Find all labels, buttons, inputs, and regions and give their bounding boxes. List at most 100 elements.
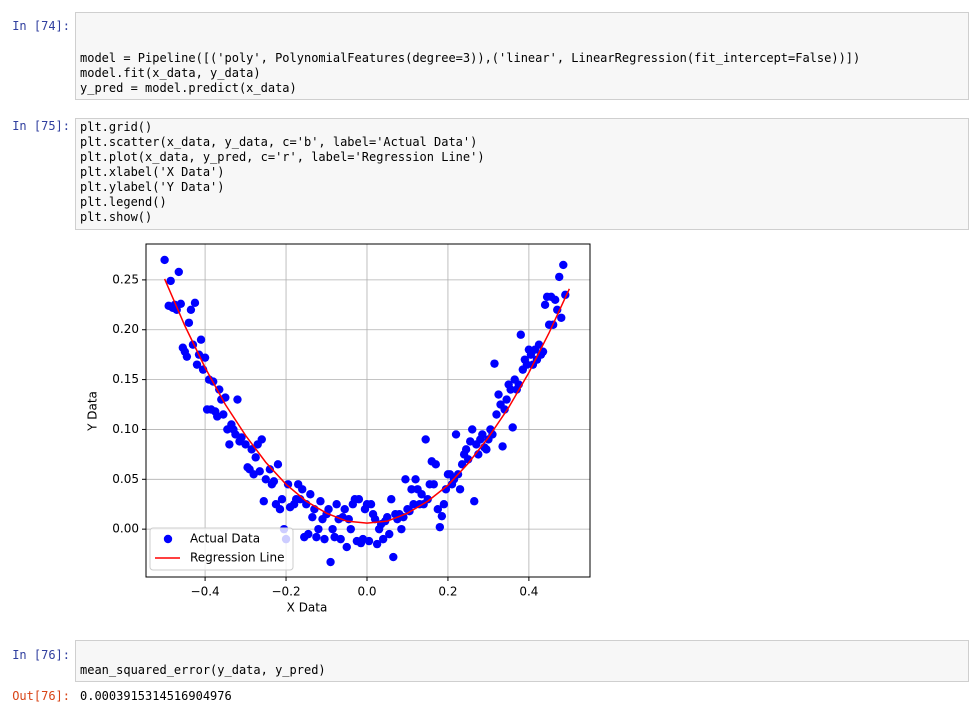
legend — [149, 527, 294, 571]
data-point — [387, 495, 396, 504]
data-point — [182, 352, 192, 361]
data-point — [470, 497, 479, 506]
data-point — [342, 542, 351, 552]
data-point — [522, 360, 532, 369]
data-point — [269, 477, 279, 486]
data-point — [401, 475, 410, 484]
data-point — [455, 485, 465, 494]
data-point — [516, 330, 525, 339]
legend-marker — [163, 534, 173, 544]
x-tick-label: −0.2 — [271, 585, 300, 599]
legend-label: Regression Line — [190, 551, 284, 565]
data-point — [407, 485, 416, 494]
data-point — [233, 395, 242, 404]
code-line: model = Pipeline([('poly', PolynomialFea… — [80, 51, 861, 65]
y-tick-label: 0.15 — [112, 372, 139, 386]
data-point — [320, 534, 329, 544]
data-point — [383, 512, 392, 522]
data-point — [298, 485, 307, 494]
data-point — [326, 557, 335, 567]
code-line: plt.legend() — [80, 195, 167, 209]
data-point — [273, 460, 283, 469]
data-point — [378, 534, 388, 544]
data-point — [429, 480, 438, 489]
x-axis-label: X Data — [287, 601, 328, 615]
data-point — [370, 514, 380, 524]
data-point — [219, 410, 228, 419]
data-point — [306, 490, 315, 499]
code-line: mean_squared_error(y_data, y_pred) — [80, 663, 326, 677]
data-point — [437, 511, 447, 521]
code-line: plt.xlabel('X Data') — [80, 165, 225, 179]
data-point — [316, 497, 325, 506]
data-point — [166, 276, 175, 286]
data-point — [275, 505, 285, 514]
data-point — [192, 360, 202, 369]
data-point — [555, 272, 564, 282]
data-point — [417, 490, 426, 499]
data-point — [559, 260, 568, 270]
plot-frame — [145, 243, 591, 578]
x-tick-label: 0.0 — [357, 585, 376, 599]
code-line: plt.plot(x_data, y_pred, c='r', label='R… — [80, 150, 485, 164]
data-point — [196, 335, 206, 344]
data-point — [259, 497, 268, 506]
y-tick-label: 0.05 — [112, 472, 139, 486]
data-point — [332, 500, 341, 509]
data-point — [241, 440, 250, 449]
data-point — [534, 340, 544, 349]
y-tick-label: 0.00 — [112, 522, 139, 536]
data-point — [478, 430, 487, 439]
data-point — [389, 552, 398, 562]
data-point — [372, 539, 382, 549]
data-point — [308, 512, 317, 522]
data-point — [354, 495, 364, 504]
data-point — [312, 532, 321, 542]
data-point — [190, 298, 200, 308]
data-point — [261, 475, 271, 484]
data-point — [184, 318, 194, 327]
data-point — [508, 423, 517, 432]
code-cell[interactable]: plt.grid() plt.scatter(x_data, y_data, c=… — [75, 118, 969, 230]
data-point — [385, 529, 394, 539]
cell-prompt: In [74]: — [12, 19, 70, 33]
code-cell[interactable]: model = Pipeline([('poly', PolynomialFea… — [75, 12, 969, 100]
y-tick-label: 0.20 — [112, 322, 139, 336]
data-point — [314, 524, 323, 534]
y-tick-label: 0.25 — [112, 272, 139, 286]
code-line: plt.ylabel('Y Data') — [80, 180, 225, 194]
data-point — [340, 505, 349, 514]
data-point — [557, 313, 566, 322]
cell-prompt: In [76]: — [12, 648, 70, 662]
data-point — [433, 505, 443, 514]
data-point — [498, 442, 507, 451]
regression-line — [163, 278, 571, 524]
data-point — [366, 500, 376, 509]
data-point — [492, 410, 501, 419]
data-point — [490, 359, 499, 368]
data-point — [550, 295, 560, 305]
y-tick-label: 0.10 — [112, 422, 139, 436]
code-cell[interactable]: mean_squared_error(y_data, y_pred) — [75, 640, 969, 682]
data-point — [421, 435, 430, 444]
code-line: plt.scatter(x_data, y_data, c='b', label… — [80, 135, 478, 149]
data-point — [215, 385, 224, 394]
data-point — [176, 299, 186, 309]
data-point — [237, 433, 246, 442]
output-prompt: Out[76]: — [12, 689, 70, 703]
code-line: plt.grid() — [80, 120, 153, 134]
data-point — [277, 495, 287, 504]
data-point — [457, 460, 467, 469]
data-point — [336, 534, 345, 544]
data-point — [441, 485, 451, 494]
data-point — [411, 475, 420, 484]
data-point — [540, 300, 550, 310]
y-axis-label: Y Data — [86, 391, 100, 432]
data-point — [461, 445, 471, 454]
data-point — [506, 385, 515, 394]
data-point — [200, 353, 210, 362]
data-point — [502, 395, 511, 404]
code-line: plt.show() — [80, 210, 153, 224]
data-point — [225, 440, 234, 449]
chart: X Data Y Data −0.4 −0.2 0.0 0.2 0.4 0.00 0.05 0… — [86, 243, 591, 615]
